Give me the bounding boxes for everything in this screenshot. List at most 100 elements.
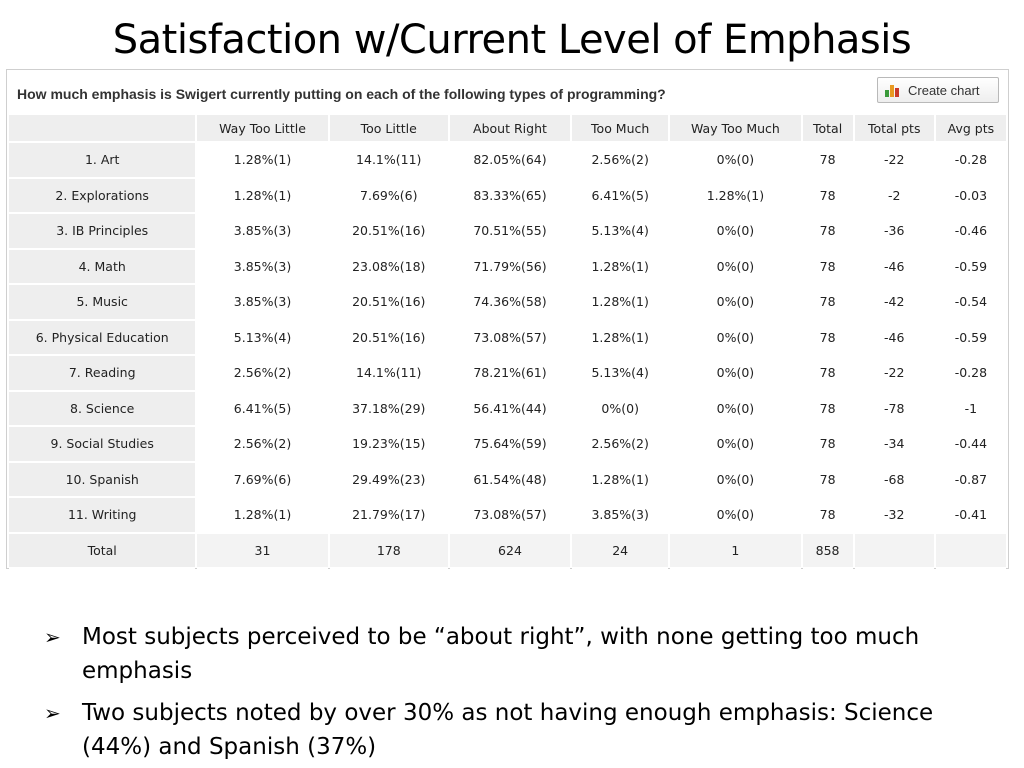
table-cell: 74.36%(58)	[449, 285, 571, 321]
table-cell: 3.85%(3)	[572, 498, 669, 534]
row-label: 7. Reading	[9, 356, 196, 392]
table-cell: 0%(0)	[670, 498, 801, 534]
table-cell: 56.41%(44)	[449, 392, 571, 427]
table-cell: 0%(0)	[670, 356, 801, 392]
table-cell: 78	[802, 179, 853, 214]
table-cell: 1.28%(1)	[572, 285, 669, 321]
total-cell	[854, 533, 934, 569]
row-label: 5. Music	[9, 285, 196, 321]
total-cell	[935, 533, 1006, 569]
create-chart-button[interactable]: Create chart	[877, 77, 999, 103]
column-header-blank	[9, 115, 196, 143]
table-cell: -36	[854, 214, 934, 250]
table-cell: 19.23%(15)	[329, 427, 448, 463]
table-cell: 14.1%(11)	[329, 356, 448, 392]
table-cell: 6.41%(5)	[197, 392, 328, 427]
table-cell: 7.69%(6)	[329, 179, 448, 214]
table-cell: 7.69%(6)	[197, 463, 328, 498]
table-row: 9. Social Studies 2.56%(2) 19.23%(15) 75.64…	[9, 427, 1006, 463]
table-cell: -1	[935, 392, 1006, 427]
table-cell: 5.13%(4)	[572, 356, 669, 392]
table-cell: 78	[802, 321, 853, 356]
question-text: How much emphasis is Swigert currently p…	[17, 86, 666, 102]
table-cell: -22	[854, 143, 934, 179]
table-cell: 2.56%(2)	[197, 356, 328, 392]
table-cell: 3.85%(3)	[197, 285, 328, 321]
table-cell: 73.08%(57)	[449, 498, 571, 534]
table-cell: 21.79%(17)	[329, 498, 448, 534]
table-cell: 78	[802, 392, 853, 427]
table-row: 1. Art 1.28%(1) 14.1%(11) 82.05%(64) 2.56%(2…	[9, 143, 1006, 179]
row-label: 8. Science	[9, 391, 196, 427]
total-cell: 31	[197, 533, 328, 569]
table-cell: 20.51%(16)	[329, 321, 448, 356]
table-cell: 0%(0)	[670, 250, 801, 285]
create-chart-label: Create chart	[908, 82, 980, 98]
table-cell: 0%(0)	[572, 392, 669, 427]
row-label: 1. Art	[9, 143, 196, 179]
total-cell: 1	[670, 533, 801, 569]
table-cell: 2.56%(2)	[572, 143, 669, 179]
table-cell: 75.64%(59)	[449, 427, 571, 463]
bullet-list: ➢ Most subjects perceived to be “about r…	[44, 620, 984, 768]
table-header-row: Way Too Little Too Little About Right Too M…	[9, 115, 1006, 143]
total-label: Total	[9, 533, 196, 569]
column-header: Way Too Much	[670, 115, 801, 143]
table-row: 3. IB Principles 3.85%(3) 20.51%(16) 70.51%…	[9, 214, 1006, 250]
row-label: 11. Writing	[9, 498, 196, 534]
table-cell: -0.03	[935, 179, 1006, 214]
table-cell: -0.44	[935, 427, 1006, 463]
results-table: Way Too Little Too Little About Right Too M…	[7, 115, 1008, 569]
row-label: 3. IB Principles	[9, 214, 196, 250]
table-cell: 1.28%(1)	[572, 321, 669, 356]
table-row: 4. Math 3.85%(3) 23.08%(18) 71.79%(56) 1.28%…	[9, 249, 1006, 285]
column-header: Way Too Little	[197, 115, 328, 143]
table-cell: 5.13%(4)	[197, 321, 328, 356]
bullet-item: ➢ Most subjects perceived to be “about r…	[44, 620, 984, 688]
slide-title: Satisfaction w/Current Level of Emphasis	[112, 17, 912, 63]
table-cell: 78	[802, 463, 853, 498]
table-cell: 0%(0)	[670, 285, 801, 321]
table-cell: 78	[802, 285, 853, 321]
table-cell: 61.54%(48)	[449, 463, 571, 498]
table-cell: 78	[802, 427, 853, 463]
table-cell: 0%(0)	[670, 214, 801, 250]
table-cell: 0%(0)	[670, 427, 801, 463]
total-cell: 24	[572, 533, 669, 569]
arrowhead-right-icon: ➢	[44, 625, 61, 649]
row-label: 2. Explorations	[9, 178, 196, 214]
bullet-text: Two subjects noted by over 30% as not ha…	[82, 700, 934, 760]
table-row: 10. Spanish 7.69%(6) 29.49%(23) 61.54%(48) 1…	[9, 462, 1006, 498]
table-cell: 37.18%(29)	[329, 392, 448, 427]
panel-header: How much emphasis is Swigert currently p…	[7, 70, 1008, 115]
table-cell: 3.85%(3)	[197, 214, 328, 250]
table-row: 2. Explorations 1.28%(1) 7.69%(6) 83.33%(65…	[9, 178, 1006, 214]
total-cell: 178	[329, 533, 448, 569]
table-cell: -2	[854, 179, 934, 214]
bullet-text: Most subjects perceived to be “about rig…	[82, 624, 920, 684]
table-cell: -68	[854, 463, 934, 498]
row-label: 4. Math	[9, 249, 196, 285]
total-cell: 624	[449, 533, 571, 569]
arrowhead-right-icon: ➢	[44, 701, 61, 725]
table-cell: 2.56%(2)	[572, 427, 669, 463]
table-cell: 6.41%(5)	[572, 179, 669, 214]
table-cell: -0.41	[935, 498, 1006, 534]
table-cell: 0%(0)	[670, 143, 801, 179]
table-cell: -0.59	[935, 321, 1006, 356]
table-cell: -34	[854, 427, 934, 463]
table-cell: 20.51%(16)	[329, 285, 448, 321]
table-cell: -32	[854, 498, 934, 534]
table-cell: 73.08%(57)	[449, 321, 571, 356]
row-label: 9. Social Studies	[9, 427, 196, 463]
table-cell: -0.54	[935, 285, 1006, 321]
table-cell: 78	[802, 214, 853, 250]
table-cell: 1.28%(1)	[197, 179, 328, 214]
table-cell: -78	[854, 392, 934, 427]
row-label: 10. Spanish	[9, 462, 196, 498]
bar-chart-icon	[884, 83, 900, 97]
table-cell: -0.59	[935, 250, 1006, 285]
survey-results-panel: How much emphasis is Swigert currently p…	[6, 69, 1009, 569]
table-row: 6. Physical Education 5.13%(4) 20.51%(16) 7…	[9, 320, 1006, 356]
table-cell: 78	[802, 356, 853, 392]
